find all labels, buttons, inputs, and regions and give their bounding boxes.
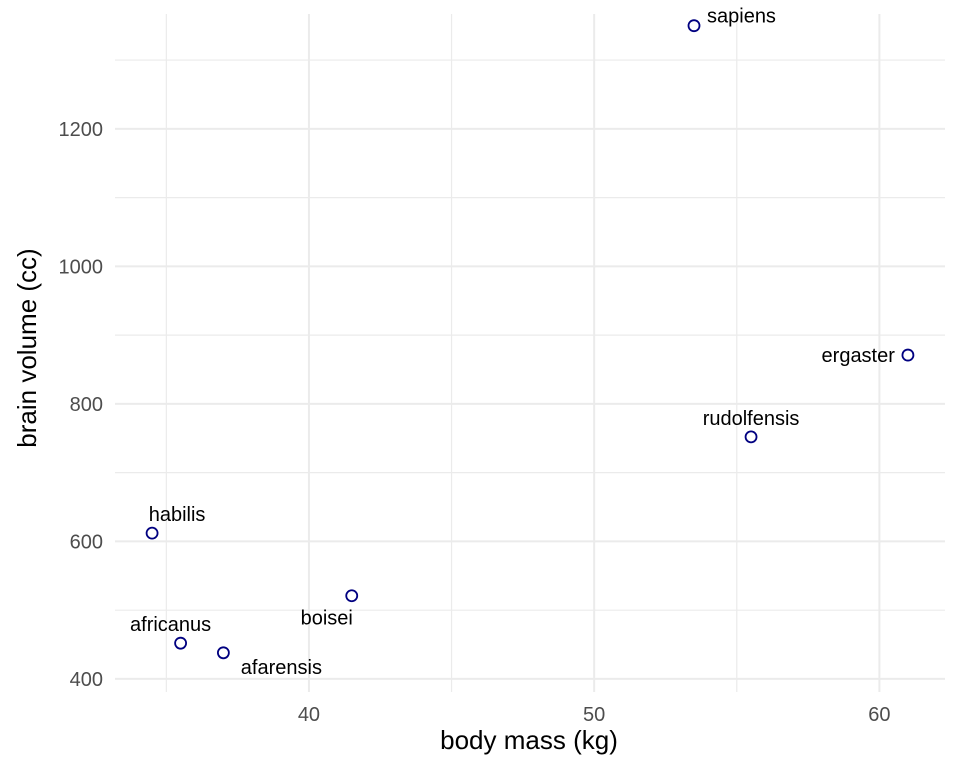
data-point xyxy=(345,589,359,603)
data-point xyxy=(174,636,188,650)
point-labels: afarensis africanus habilis boisei rudolfens… xyxy=(130,6,895,679)
point-label: sapiens xyxy=(707,6,776,28)
point-label: africanus xyxy=(130,614,211,636)
grid xyxy=(115,14,945,692)
point-label: boisei xyxy=(301,608,353,630)
data-point xyxy=(901,348,915,362)
data-point xyxy=(145,526,159,540)
x-tick-label: 40 xyxy=(298,704,320,726)
data-point xyxy=(687,19,701,33)
x-tick-label: 50 xyxy=(583,704,605,726)
point-label: afarensis xyxy=(241,657,322,679)
y-axis-title: brain volume (cc) xyxy=(12,248,42,447)
x-tick-label: 60 xyxy=(868,704,890,726)
y-tick-label: 600 xyxy=(70,531,103,553)
points xyxy=(145,19,915,660)
y-tick-label: 400 xyxy=(70,669,103,691)
data-point xyxy=(216,646,230,660)
tick-labels: 40 50 60 400 600 800 1000 1200 xyxy=(59,119,891,726)
point-label: habilis xyxy=(149,504,206,526)
y-tick-label: 1000 xyxy=(59,256,104,278)
x-axis-title: body mass (kg) xyxy=(440,725,618,755)
y-tick-label: 800 xyxy=(70,394,103,416)
point-label: ergaster xyxy=(822,345,896,367)
data-point xyxy=(744,430,758,444)
y-tick-label: 1200 xyxy=(59,119,104,141)
point-label: rudolfensis xyxy=(703,408,800,430)
